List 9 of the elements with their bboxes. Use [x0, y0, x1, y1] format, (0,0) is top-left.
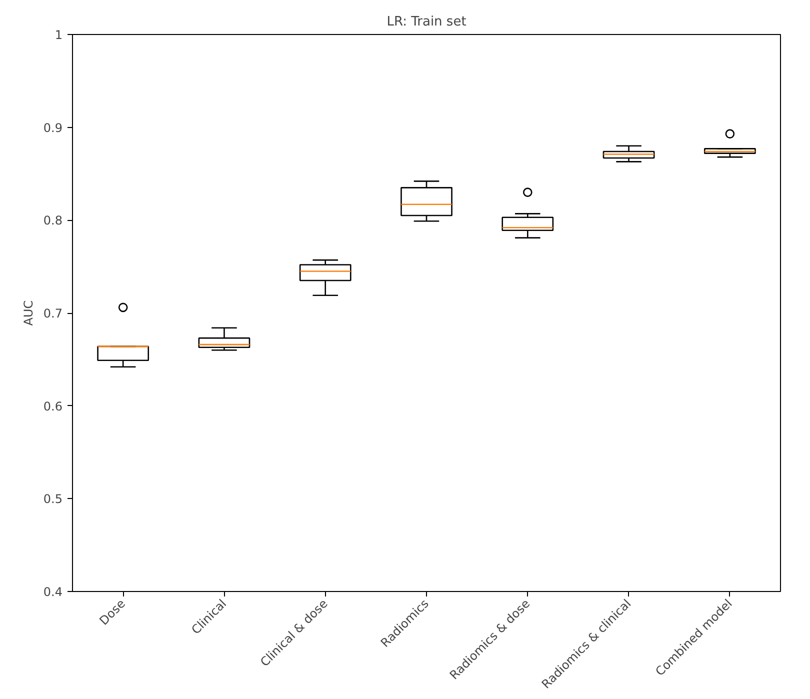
- chart-title: LR: Train set: [386, 14, 466, 30]
- y-axis-title: AUC: [21, 300, 36, 326]
- y-tick-label: 0.9: [43, 120, 63, 135]
- y-tick-label: 0.8: [43, 214, 63, 228]
- y-tick-label: 0.7: [43, 306, 63, 320]
- y-tick-label: 1: [54, 28, 63, 42]
- y-tick-label: 0.6: [43, 399, 63, 414]
- y-tick-label: 0.5: [43, 492, 63, 506]
- y-tick-label: 0.4: [43, 585, 63, 599]
